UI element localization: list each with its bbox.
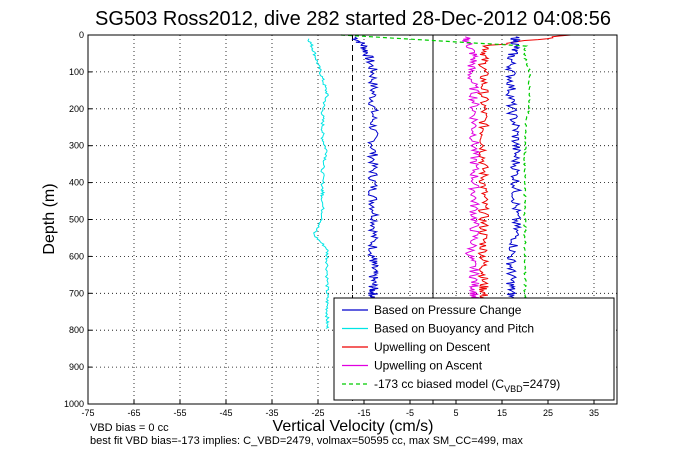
annotation-best-fit: best fit VBD bias=-173 implies: C_VBD=24…	[90, 435, 523, 447]
x-tick-label: -45	[219, 408, 232, 418]
series-line-5	[340, 34, 532, 307]
series-layer	[307, 34, 572, 329]
legend-label: Upwelling on Descent	[374, 340, 491, 354]
x-tick-label: -5	[406, 408, 414, 418]
y-tick-label: 0	[79, 30, 84, 40]
y-tick-label: 200	[69, 104, 84, 114]
x-tick-label: 15	[497, 408, 507, 418]
x-tick-label: 25	[543, 408, 553, 418]
y-tick-label: 500	[69, 215, 84, 225]
legend-label: Based on Buoyancy and Pitch	[374, 322, 534, 336]
series-line-0	[351, 36, 380, 307]
legend: Based on Pressure Change Based on Buoyanc…	[333, 297, 615, 401]
x-tick-label: 5	[453, 408, 458, 418]
x-tick-label: -25	[311, 408, 324, 418]
series-line-3	[462, 36, 481, 307]
y-tick-label: 800	[69, 325, 84, 335]
chart-title: SG503 Ross2012, dive 282 started 28-Dec-…	[95, 8, 611, 30]
y-axis-label: Depth (m)	[41, 183, 58, 254]
y-tick-label: 600	[69, 251, 84, 261]
series-line-2	[477, 34, 572, 307]
x-tick-label: -65	[127, 408, 140, 418]
y-tick-label: 900	[69, 362, 84, 372]
legend-box	[333, 297, 615, 401]
y-tick-label: 400	[69, 178, 84, 188]
y-tick-label: 100	[69, 67, 84, 77]
series-line-1	[307, 38, 330, 329]
x-ticks: -75 -65 -55 -45 -35 -25 -15 -5 5 15 25 35	[81, 400, 599, 418]
y-tick-label: 300	[69, 141, 84, 151]
series-line-4	[504, 36, 523, 307]
x-tick-label: 35	[589, 408, 599, 418]
x-tick-label: -75	[81, 408, 94, 418]
y-tick-label: 700	[69, 288, 84, 298]
x-tick-label: -35	[265, 408, 278, 418]
y-ticks: 0 100 200 300 400 500 600 700 800 900 1000	[64, 30, 92, 409]
x-tick-label: -15	[357, 408, 370, 418]
x-axis-label: Vertical Velocity (cm/s)	[273, 418, 434, 435]
x-tick-label: -55	[173, 408, 186, 418]
y-tick-label: 1000	[64, 399, 84, 409]
legend-label: Upwelling on Ascent	[374, 359, 483, 373]
annotation-vbd-bias: VBD bias = 0 cc	[90, 422, 169, 434]
legend-label: Based on Pressure Change	[374, 303, 522, 317]
